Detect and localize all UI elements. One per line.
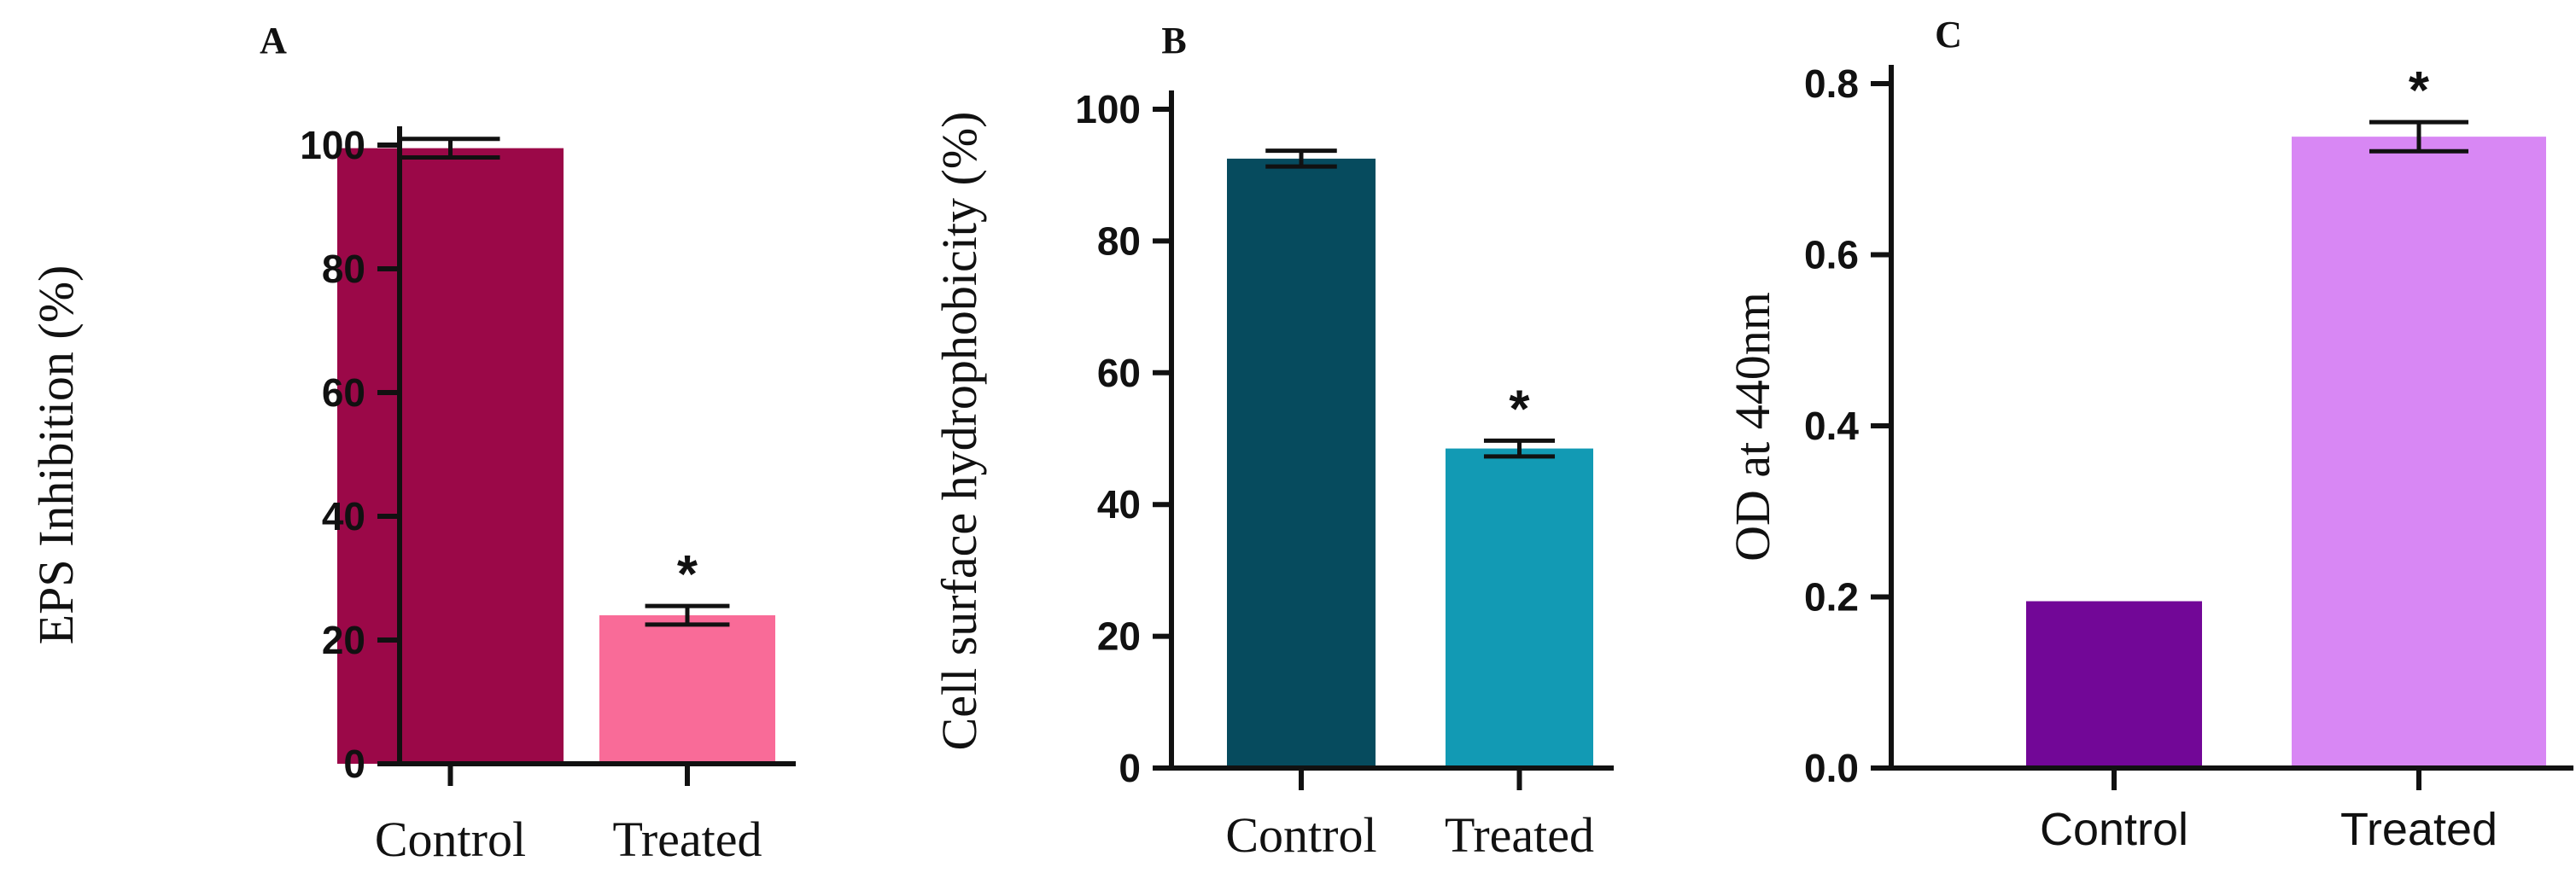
x-tick-label-treated: Treated	[2340, 804, 2497, 855]
y-tick-label: 80	[322, 247, 365, 291]
chart-panel-b: B Cell surface hydrophobicity (%) * 0 20 40 60…	[932, 20, 1614, 863]
x-tick-label-treated: Treated	[1445, 807, 1594, 863]
y-axis-label: EPS Inhibition (%)	[28, 265, 84, 645]
error-bar-treated	[2369, 119, 2468, 154]
panel-letter: B	[1161, 20, 1186, 61]
y-tick-label: 100	[300, 123, 365, 167]
y-tick-label: 60	[1097, 351, 1141, 395]
y-axis-label: Cell surface hydrophobicity (%)	[932, 112, 987, 751]
panel-letter: C	[1935, 14, 1962, 55]
y-tick-label: 60	[322, 370, 365, 415]
error-bar-control	[400, 137, 500, 160]
axes: 0 20 40 60 80 100 Control Treated	[1075, 87, 1614, 863]
error-bar-treated	[645, 603, 730, 627]
y-tick-label: 20	[322, 618, 365, 662]
y-tick-label: 0	[343, 742, 365, 786]
bars	[337, 148, 775, 764]
y-tick-label: 20	[1097, 614, 1141, 659]
bars	[2026, 137, 2546, 768]
x-tick-label-control: Control	[2040, 804, 2188, 855]
y-tick-label: 0.2	[1804, 575, 1859, 620]
x-tick-label-control: Control	[1225, 807, 1376, 863]
y-tick-label: 0	[1119, 746, 1141, 790]
panel-letter: A	[260, 20, 287, 61]
bar-treated	[1446, 448, 1593, 768]
significance-marker: *	[2409, 61, 2430, 120]
chart-panel-a: A EPS Inhibition (%) * 0 20 40 60 80 100 Control T…	[28, 20, 796, 867]
x-tick-label-treated: Treated	[612, 812, 762, 867]
y-tick-label: 0.0	[1804, 746, 1859, 790]
bar-control	[2026, 601, 2202, 768]
error-bars	[2369, 119, 2468, 154]
bar-treated	[2292, 137, 2546, 768]
error-bar-treated	[1483, 438, 1556, 459]
y-tick-label: 40	[1097, 482, 1141, 527]
axes: 0 20 40 60 80 100 Control Treated	[300, 123, 796, 867]
y-tick-label: 40	[322, 494, 365, 538]
y-tick-label: 100	[1075, 87, 1141, 131]
bars	[1227, 158, 1593, 768]
bar-control	[1227, 158, 1376, 768]
y-tick-label: 0.6	[1804, 233, 1859, 277]
axes: 0.0 0.2 0.4 0.6 0.8 Control Treated	[1804, 61, 2573, 855]
bar-control	[337, 148, 564, 764]
x-tick-label-control: Control	[375, 812, 526, 867]
y-tick-label: 0.4	[1804, 404, 1859, 448]
y-tick-label: 0.8	[1804, 61, 1859, 106]
chart-panel-c: C OD at 440nm * 0.0 0.2 0.4 0.6 0.8 Control Treat…	[1725, 14, 2573, 855]
bar-treated	[599, 615, 775, 764]
significance-marker: *	[1509, 380, 1530, 439]
error-bars	[400, 137, 730, 627]
significance-marker: *	[677, 545, 698, 604]
y-axis-label: OD at 440nm	[1725, 292, 1780, 562]
error-bars	[1265, 148, 1556, 459]
y-tick-label: 80	[1097, 218, 1141, 263]
error-bar-control	[1265, 148, 1337, 169]
